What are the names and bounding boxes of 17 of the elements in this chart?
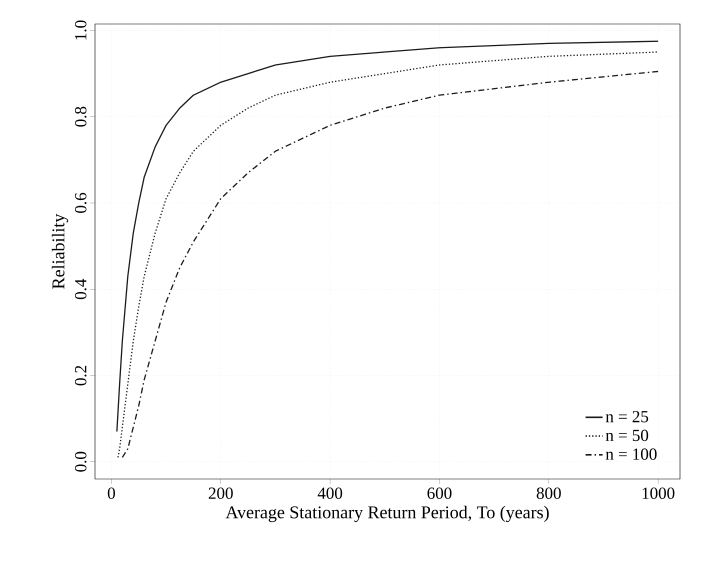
y-axis-title: Reliability xyxy=(52,214,68,289)
x-tick-label: 800 xyxy=(536,488,561,499)
x-tick-label: 1000 xyxy=(642,488,674,499)
x-tick-label: 0 xyxy=(108,488,115,499)
y-tick-label: 0.0 xyxy=(74,452,86,472)
y-tick-label: 0.4 xyxy=(74,278,86,300)
legend-label: n = 100 xyxy=(606,448,657,460)
x-tick-label: 400 xyxy=(318,488,342,499)
legend-label: n = 25 xyxy=(606,410,648,422)
x-tick-label: 600 xyxy=(427,488,452,499)
x-axis-title: Average Stationary Return Period, To (years) xyxy=(226,506,549,522)
y-tick-label: 0.6 xyxy=(74,192,86,213)
legend-label: n = 50 xyxy=(606,430,648,442)
y-tick-label: 0.8 xyxy=(74,106,86,127)
y-tick-label: 0.2 xyxy=(74,366,86,386)
y-tick-label: 1.0 xyxy=(74,20,86,40)
x-tick-label: 200 xyxy=(208,488,233,499)
